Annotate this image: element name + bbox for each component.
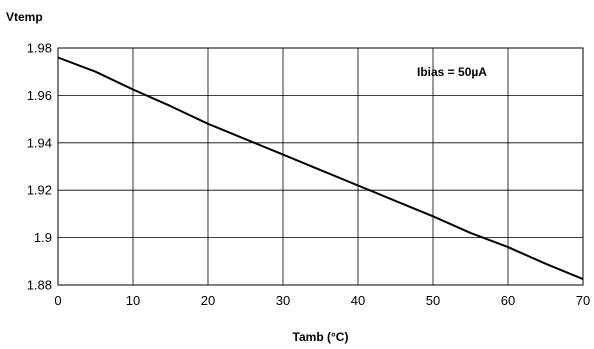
y-tick-label: 1.9 (34, 230, 52, 245)
y-tick-label: 1.98 (27, 41, 52, 56)
grid-lines (57, 47, 584, 286)
x-tick-label: 0 (54, 293, 61, 308)
series-line (57, 56, 584, 281)
bias-annotation: Ibias = 50µA (417, 65, 487, 79)
y-axis-title: Vtemp (6, 10, 43, 24)
x-tick-label: 20 (201, 293, 215, 308)
y-tick-label: 1.94 (27, 135, 52, 150)
x-tick-label: 40 (351, 293, 365, 308)
x-tick-label: 10 (126, 293, 140, 308)
y-tick-label: 1.92 (27, 183, 52, 198)
y-tick-labels: 1.88 1.9 1.92 1.94 1.96 1.98 (27, 41, 52, 293)
x-tick-label: 70 (576, 293, 590, 308)
x-tick-label: 60 (501, 293, 515, 308)
y-tick-label: 1.96 (27, 88, 52, 103)
x-tick-labels: 0 10 20 30 40 50 60 70 (54, 293, 590, 308)
x-tick-label: 50 (426, 293, 440, 308)
x-axis-title: Tamb (°C) (293, 330, 349, 344)
x-tick-label: 30 (276, 293, 290, 308)
plot-frame (57, 47, 584, 286)
y-tick-label: 1.88 (27, 278, 52, 293)
